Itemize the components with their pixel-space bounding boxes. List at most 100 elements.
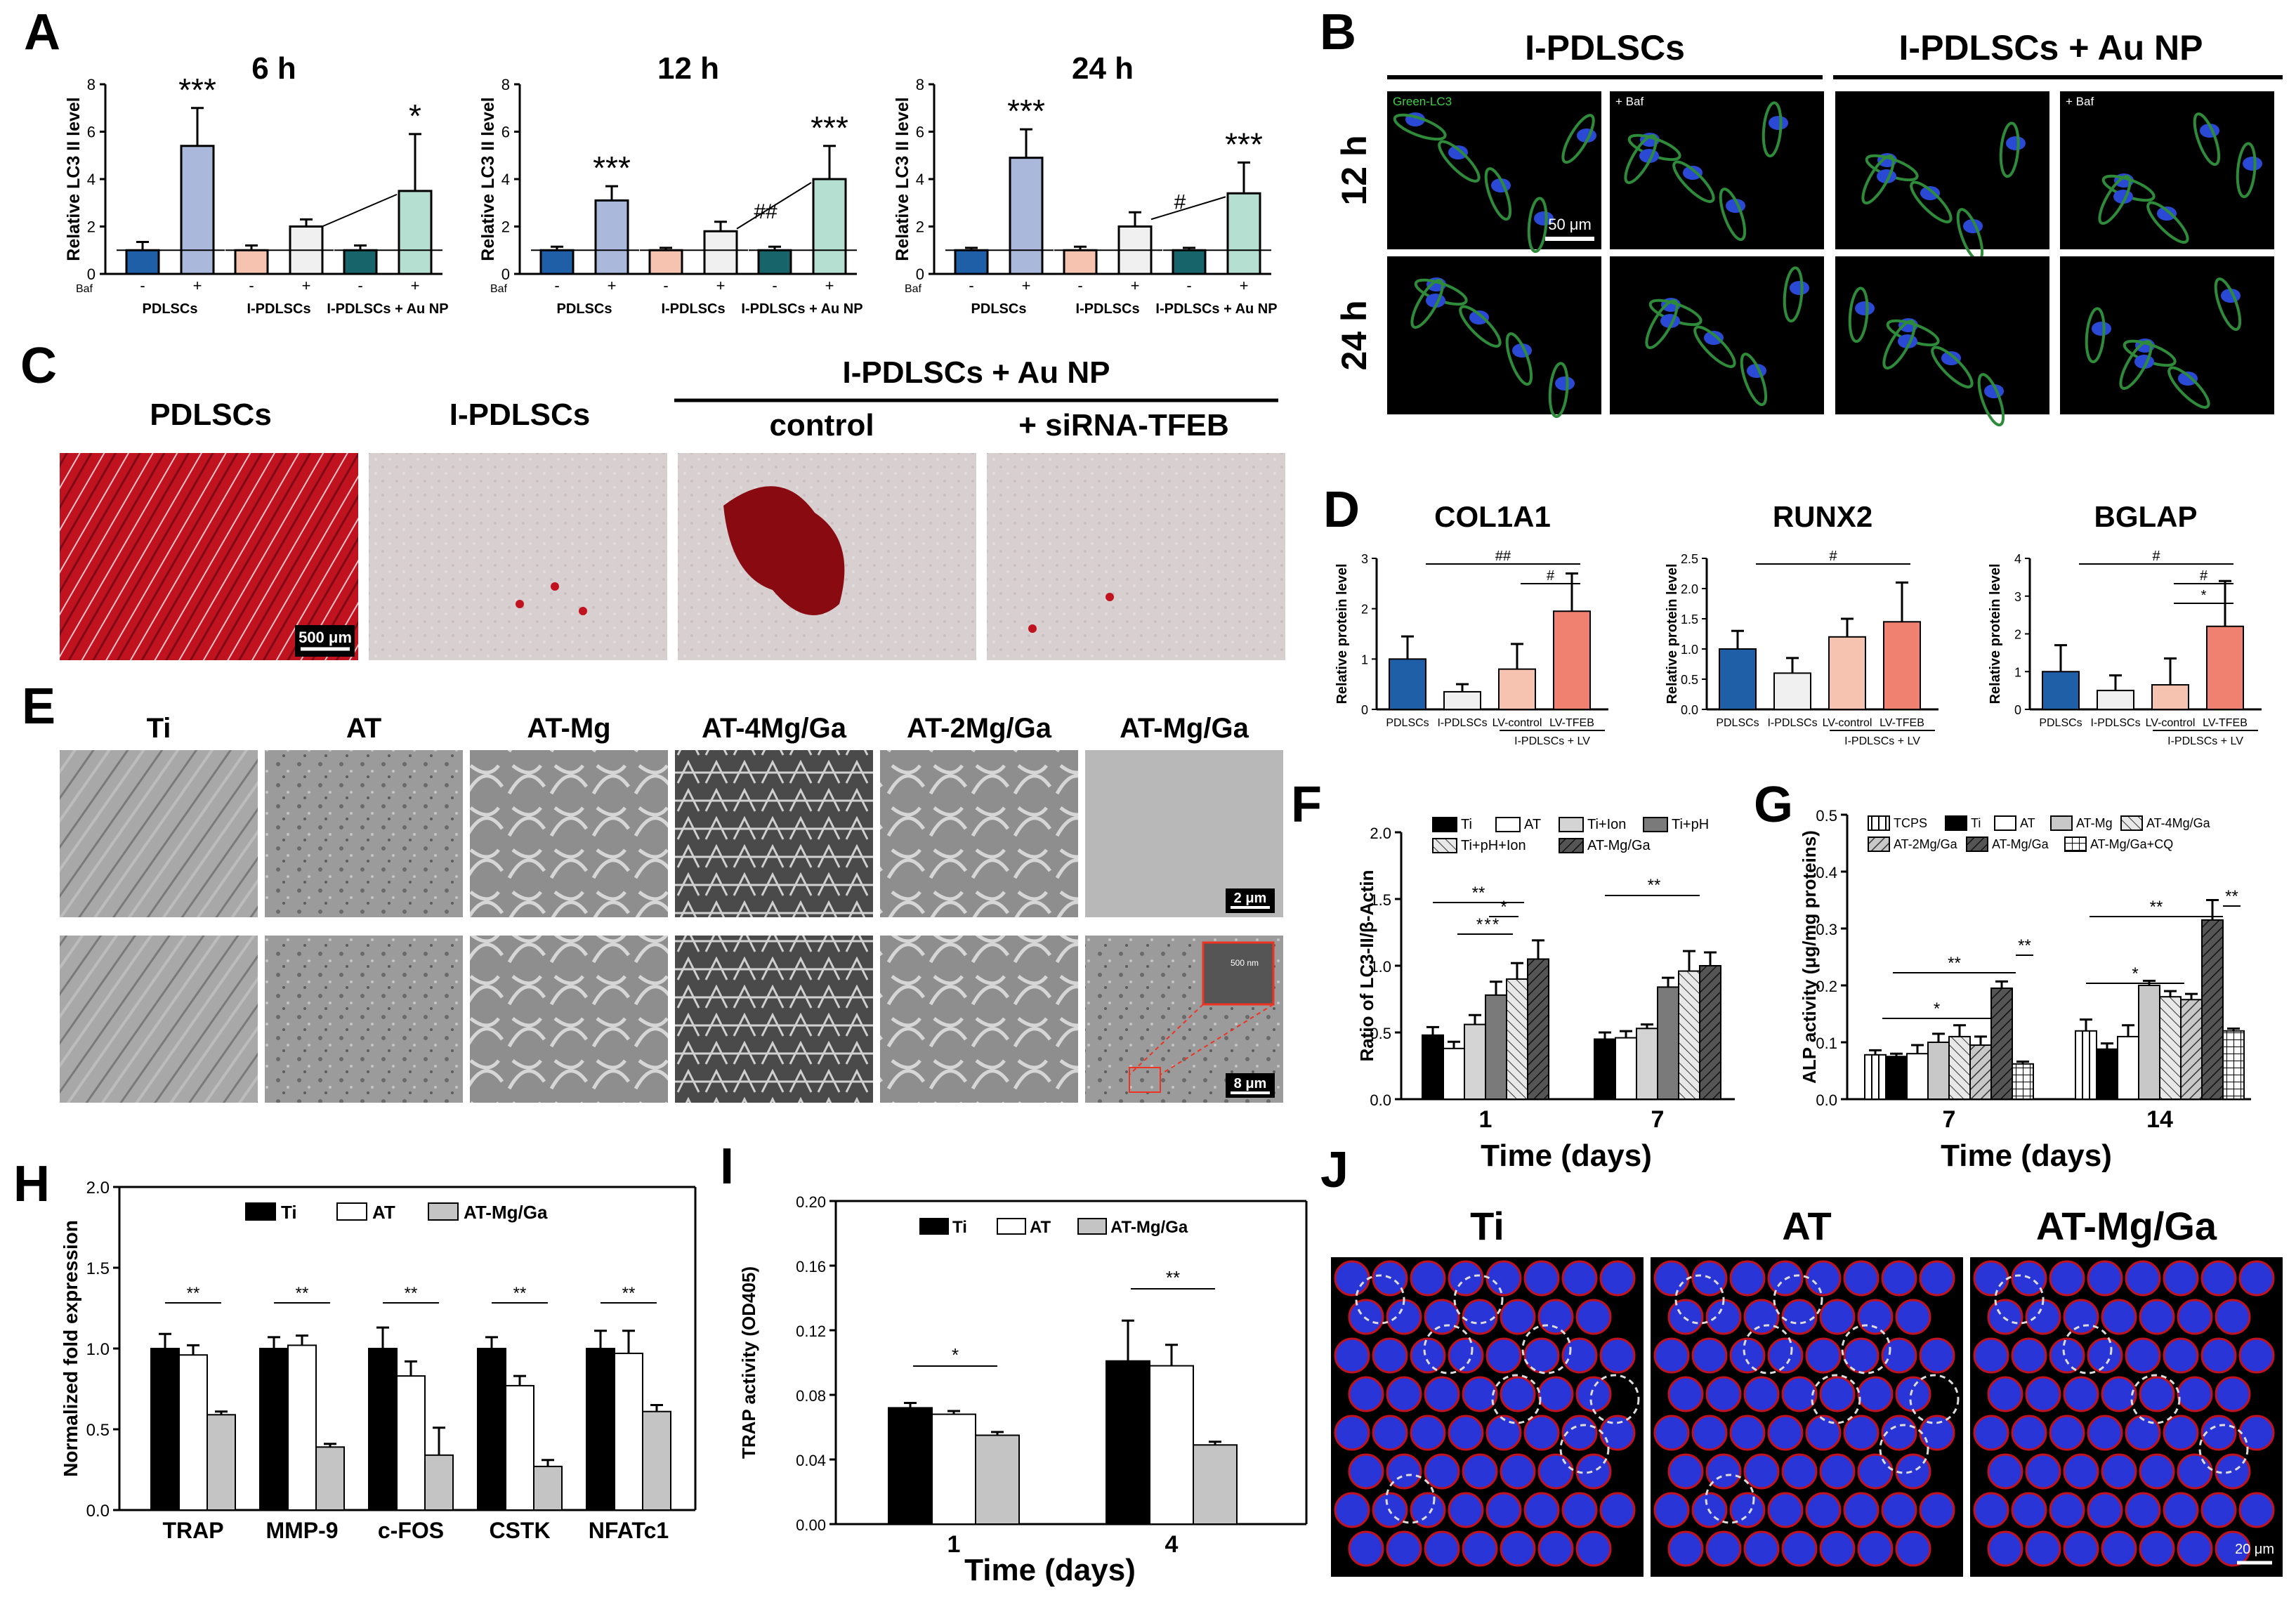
cell bbox=[1372, 1337, 1408, 1374]
panel-i-bar-1-0 bbox=[1106, 1360, 1150, 1525]
panel-g-legend-swatch-6 bbox=[1966, 836, 1988, 852]
lc3-signal bbox=[2193, 112, 2221, 166]
cell bbox=[1653, 1492, 1690, 1528]
panel-i-xtick-0: 1 bbox=[947, 1531, 961, 1558]
cell bbox=[1843, 1492, 1880, 1528]
panel-g-ylabel: ALP activity (μg/mg proteins) bbox=[1799, 830, 1820, 1084]
cell bbox=[2200, 1492, 2237, 1528]
cell bbox=[1523, 1337, 1560, 1374]
cell bbox=[1987, 1299, 2023, 1335]
panel-i-legend-swatch-0 bbox=[919, 1218, 949, 1235]
panel-d-bar-0-2 bbox=[1498, 668, 1536, 711]
panel-a-sig-1-5: *** bbox=[811, 110, 848, 146]
panel-d-ytick-label-1-5: 2.5 bbox=[1681, 552, 1698, 566]
panel-f-ylabel: Ratio of LC3-II/β-Actin bbox=[1356, 870, 1377, 1062]
cell bbox=[1653, 1260, 1690, 1297]
panel-a-sig-1-1: *** bbox=[593, 150, 631, 186]
panel-b-cells-0-2 bbox=[1861, 122, 2026, 262]
nucleus bbox=[1941, 351, 1961, 365]
panel-d-bar-0-0 bbox=[1389, 658, 1426, 710]
panel-g-ytick-label-4: 0.4 bbox=[1816, 864, 1837, 881]
panel-g-xtick-1: 14 bbox=[2146, 1106, 2173, 1133]
panel-d-sig-0-0: ## bbox=[1495, 549, 1511, 564]
nucleus bbox=[1855, 301, 1875, 315]
cell bbox=[1523, 1492, 1560, 1528]
panel-d-ytick-label-1-1: 0.5 bbox=[1681, 673, 1698, 687]
cell bbox=[2163, 1337, 2199, 1374]
panel-a-bar-1-4 bbox=[757, 249, 792, 275]
panel-i-ytick-label-1: 0.04 bbox=[796, 1452, 826, 1469]
cell bbox=[1667, 1376, 1704, 1412]
panel-j-osteoclast-ring-0-0 bbox=[1355, 1274, 1405, 1325]
cell bbox=[1729, 1260, 1766, 1297]
cell bbox=[1500, 1530, 1536, 1567]
panel-d-title-1: RUNX2 bbox=[1773, 500, 1872, 533]
panel-letter-e: E bbox=[22, 678, 55, 735]
panel-a-xtick-0-0: - bbox=[140, 277, 145, 294]
panel-a-xtick-1-1: + bbox=[608, 277, 617, 294]
panel-a-group-2-0: PDLSCs bbox=[971, 301, 1027, 317]
lc3-signal bbox=[1438, 140, 1481, 183]
cell bbox=[1857, 1376, 1894, 1412]
cell bbox=[2163, 1415, 2199, 1451]
panel-a-xtick-1-0: - bbox=[554, 277, 559, 294]
panel-h-xtick-4: NFATc1 bbox=[589, 1518, 669, 1543]
panel-d-ytick-label-0-1: 1 bbox=[1361, 652, 1368, 667]
panel-b-tile-label-1: + Baf bbox=[1615, 95, 1644, 108]
panel-h-legend-swatch-2 bbox=[428, 1202, 459, 1221]
panel-g-legend-2: AT bbox=[2020, 816, 2035, 830]
panel-a-ytick-label-2-0: 0 bbox=[916, 265, 924, 283]
panel-h-bar-2-1 bbox=[396, 1375, 426, 1511]
panel-a-xtick-2-0: - bbox=[969, 277, 973, 294]
panel-g-xtick-0: 7 bbox=[1943, 1106, 1956, 1133]
nucleus bbox=[1683, 166, 1703, 180]
panel-i-ytick-label-5: 0.20 bbox=[796, 1193, 826, 1211]
panel-g-bar-1-4 bbox=[2159, 996, 2182, 1100]
panel-c-label-1: I-PDLSCs bbox=[450, 398, 590, 432]
panel-e-image-1-0 bbox=[60, 936, 258, 1103]
cell bbox=[2087, 1415, 2123, 1451]
panel-a-xtick-0-5: + bbox=[411, 277, 420, 294]
cell bbox=[2063, 1453, 2099, 1490]
cell bbox=[2087, 1492, 2123, 1528]
panel-e-inset bbox=[1202, 941, 1275, 1006]
cell bbox=[1819, 1299, 1856, 1335]
panel-h-legend-swatch-1 bbox=[336, 1202, 367, 1221]
panel-h-xtick-1: MMP-9 bbox=[265, 1518, 338, 1543]
panel-f-bar-1-0 bbox=[1594, 1038, 1616, 1100]
panel-a-ytick-label-2-2: 4 bbox=[916, 171, 924, 188]
panel-d-xtick-1-0: PDLSCs bbox=[1716, 717, 1759, 729]
panel-g-legend-swatch-3 bbox=[2050, 815, 2073, 831]
panel-d-sig-2-1: # bbox=[2200, 568, 2208, 584]
panel-g-sig-2: * bbox=[1934, 999, 1940, 1018]
cell bbox=[1561, 1492, 1598, 1528]
cell bbox=[2177, 1530, 2213, 1567]
cell bbox=[1334, 1260, 1370, 1297]
panel-g-bar-0-2 bbox=[1906, 1053, 1929, 1100]
panel-a-bar-1-1 bbox=[594, 199, 629, 275]
panel-j-osteoclast-ring-0-4 bbox=[1385, 1474, 1436, 1524]
cell bbox=[1386, 1453, 1422, 1490]
cell bbox=[1805, 1415, 1842, 1451]
cell bbox=[1705, 1299, 1742, 1335]
panel-d-title-2: BGLAP bbox=[2094, 500, 2198, 533]
panel-d-xtick-0-1: I-PDLSCs bbox=[1437, 717, 1487, 729]
panel-c-label-0: PDLSCs bbox=[150, 398, 272, 432]
panel-f-legend-swatch-0 bbox=[1432, 817, 1457, 832]
panel-d-ytick-label-2-2: 2 bbox=[2014, 628, 2021, 642]
cell bbox=[1781, 1453, 1818, 1490]
panel-d-ytick-label-1-3: 1.5 bbox=[1681, 612, 1698, 626]
panel-f-bar-1-3 bbox=[1657, 986, 1679, 1101]
panel-f-sig-1: * bbox=[1476, 915, 1483, 934]
lc3-signal bbox=[1505, 332, 1533, 386]
panel-e-image-0-4 bbox=[880, 750, 1078, 917]
panel-j-cells-1 bbox=[1653, 1260, 1960, 1567]
panel-g-legend-swatch-0 bbox=[1868, 815, 1890, 831]
cell bbox=[2025, 1376, 2061, 1412]
cell bbox=[2049, 1415, 2085, 1451]
cell bbox=[1575, 1376, 1612, 1412]
cell bbox=[2238, 1260, 2275, 1297]
panel-d-xtick-2-1: I-PDLSCs bbox=[2090, 717, 2140, 729]
cell bbox=[1561, 1415, 1598, 1451]
panel-d-sig-1-0: # bbox=[1829, 549, 1837, 564]
